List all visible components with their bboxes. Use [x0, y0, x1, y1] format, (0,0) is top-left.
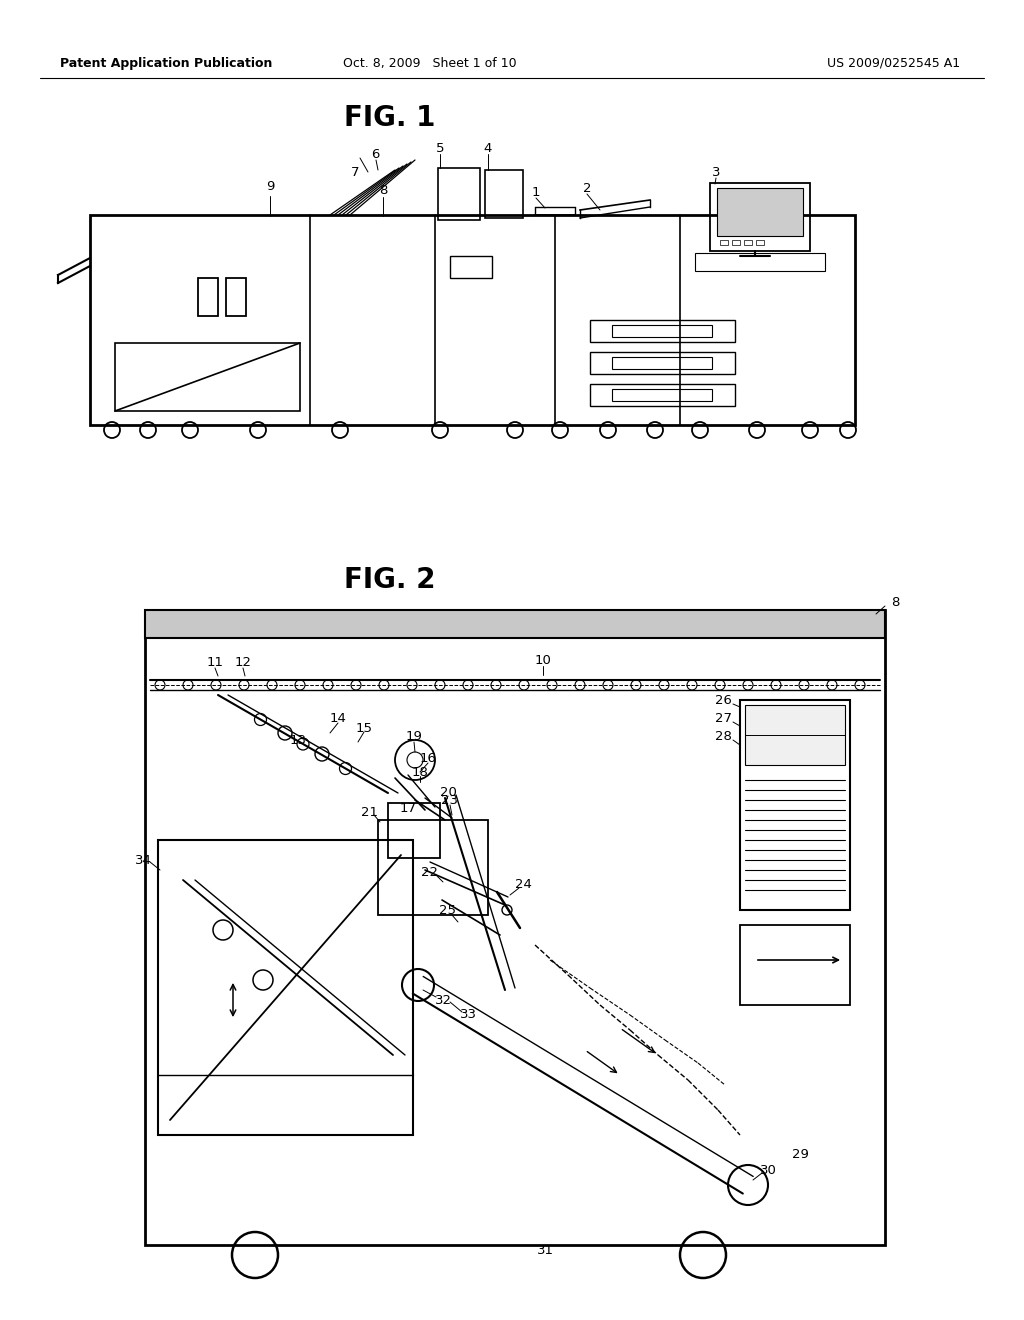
Text: 10: 10	[535, 653, 552, 667]
Bar	[90, 215, 855, 425]
Bar	[740, 700, 850, 909]
Bar	[717, 187, 803, 236]
Text: FIG. 2: FIG. 2	[344, 566, 436, 594]
Bar	[590, 319, 735, 342]
Text: 7: 7	[351, 165, 359, 178]
Text: 9: 9	[266, 181, 274, 194]
Text: 23: 23	[441, 793, 459, 807]
Text: 17: 17	[399, 801, 417, 814]
Text: 8: 8	[379, 183, 387, 197]
Text: 6: 6	[371, 149, 379, 161]
Text: US 2009/0252545 A1: US 2009/0252545 A1	[826, 57, 961, 70]
Text: Patent Application Publication: Patent Application Publication	[60, 57, 272, 70]
Bar	[198, 279, 218, 315]
Bar	[744, 240, 752, 246]
Text: 22: 22	[422, 866, 438, 879]
Text: 2: 2	[583, 181, 591, 194]
Bar	[115, 343, 300, 411]
Bar	[378, 820, 488, 915]
Text: 33: 33	[460, 1008, 476, 1022]
Bar	[745, 705, 845, 766]
Bar	[158, 840, 413, 1135]
Text: 34: 34	[134, 854, 152, 866]
Text: 13: 13	[290, 734, 306, 747]
Bar	[612, 325, 712, 337]
Text: Oct. 8, 2009   Sheet 1 of 10: Oct. 8, 2009 Sheet 1 of 10	[343, 57, 517, 70]
Text: 8: 8	[891, 597, 899, 610]
Bar	[695, 253, 825, 271]
Text: 30: 30	[760, 1163, 776, 1176]
Bar	[590, 384, 735, 407]
Text: 21: 21	[361, 805, 379, 818]
Text: 24: 24	[515, 878, 531, 891]
Bar	[612, 389, 712, 401]
Text: 31: 31	[537, 1243, 554, 1257]
Text: 4: 4	[483, 141, 493, 154]
Bar	[732, 240, 740, 246]
Text: 14: 14	[330, 711, 346, 725]
Text: 5: 5	[436, 141, 444, 154]
Bar	[145, 610, 885, 638]
Text: 28: 28	[715, 730, 732, 742]
Bar	[226, 279, 246, 315]
Text: 25: 25	[439, 903, 457, 916]
Text: 15: 15	[355, 722, 373, 734]
Text: 11: 11	[207, 656, 223, 668]
Text: 3: 3	[712, 165, 720, 178]
Text: 27: 27	[715, 711, 732, 725]
Bar	[756, 240, 764, 246]
Bar	[485, 170, 523, 218]
Bar	[590, 352, 735, 374]
Bar	[450, 256, 492, 279]
Bar	[612, 356, 712, 370]
Bar	[388, 803, 440, 858]
Text: 19: 19	[406, 730, 423, 743]
Text: FIG. 1: FIG. 1	[344, 104, 435, 132]
Bar	[710, 183, 810, 251]
Bar	[740, 925, 850, 1005]
Text: 20: 20	[439, 785, 457, 799]
Text: 16: 16	[420, 751, 436, 764]
Bar	[720, 240, 728, 246]
Text: 32: 32	[434, 994, 452, 1006]
Text: 18: 18	[412, 766, 428, 779]
Text: 26: 26	[715, 693, 732, 706]
Text: 1: 1	[531, 186, 541, 198]
Bar	[145, 610, 885, 1245]
Text: 12: 12	[234, 656, 252, 668]
Text: 29: 29	[792, 1148, 808, 1162]
Bar	[438, 168, 480, 220]
